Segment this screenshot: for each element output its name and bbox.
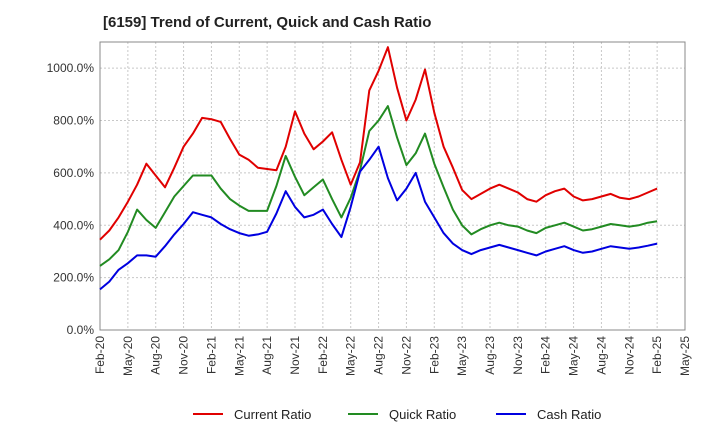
legend-label-current-ratio: Current Ratio	[234, 407, 311, 422]
x-tick-label: May-22	[344, 336, 358, 376]
x-tick-label: May-24	[567, 336, 581, 376]
x-tick-label: Nov-21	[288, 336, 302, 375]
y-tick-label: 400.0%	[53, 218, 94, 232]
x-tick-label: Aug-21	[260, 336, 274, 375]
chart-title: [6159] Trend of Current, Quick and Cash …	[103, 14, 432, 31]
x-tick-label: Feb-21	[204, 336, 218, 374]
x-tick-label: Aug-20	[149, 336, 163, 375]
x-tick-label: Feb-24	[539, 336, 553, 374]
legend-label-quick-ratio: Quick Ratio	[389, 407, 456, 422]
x-tick-label: May-21	[232, 336, 246, 376]
x-tick-label: Aug-23	[483, 336, 497, 375]
x-tick-label: Nov-23	[511, 336, 525, 375]
y-tick-label: 0.0%	[67, 323, 95, 337]
x-tick-label: Nov-20	[177, 336, 191, 375]
series-line-cash-ratio	[99, 145, 658, 291]
y-tick-label: 800.0%	[53, 114, 94, 128]
x-tick-label: Feb-23	[427, 336, 441, 374]
x-tick-label: Nov-24	[622, 336, 636, 375]
x-tick-label: Feb-22	[316, 336, 330, 374]
x-tick-label: May-20	[121, 336, 135, 376]
x-tick-label: Aug-22	[372, 336, 386, 375]
x-tick-label: Feb-25	[650, 336, 664, 374]
y-tick-label: 1000.0%	[47, 61, 95, 75]
x-tick-label: May-25	[678, 336, 692, 376]
x-tick-label: May-23	[455, 336, 469, 376]
y-tick-label: 600.0%	[53, 166, 94, 180]
y-tick-label: 200.0%	[53, 271, 94, 285]
x-tick-label: Aug-24	[594, 336, 608, 375]
series-line-quick-ratio	[99, 105, 658, 267]
series-line-current-ratio	[99, 46, 658, 241]
plot-area-frame	[99, 41, 686, 331]
legend-label-cash-ratio: Cash Ratio	[537, 407, 601, 422]
x-tick-label: Feb-20	[93, 336, 107, 374]
x-tick-label: Nov-22	[399, 336, 413, 375]
